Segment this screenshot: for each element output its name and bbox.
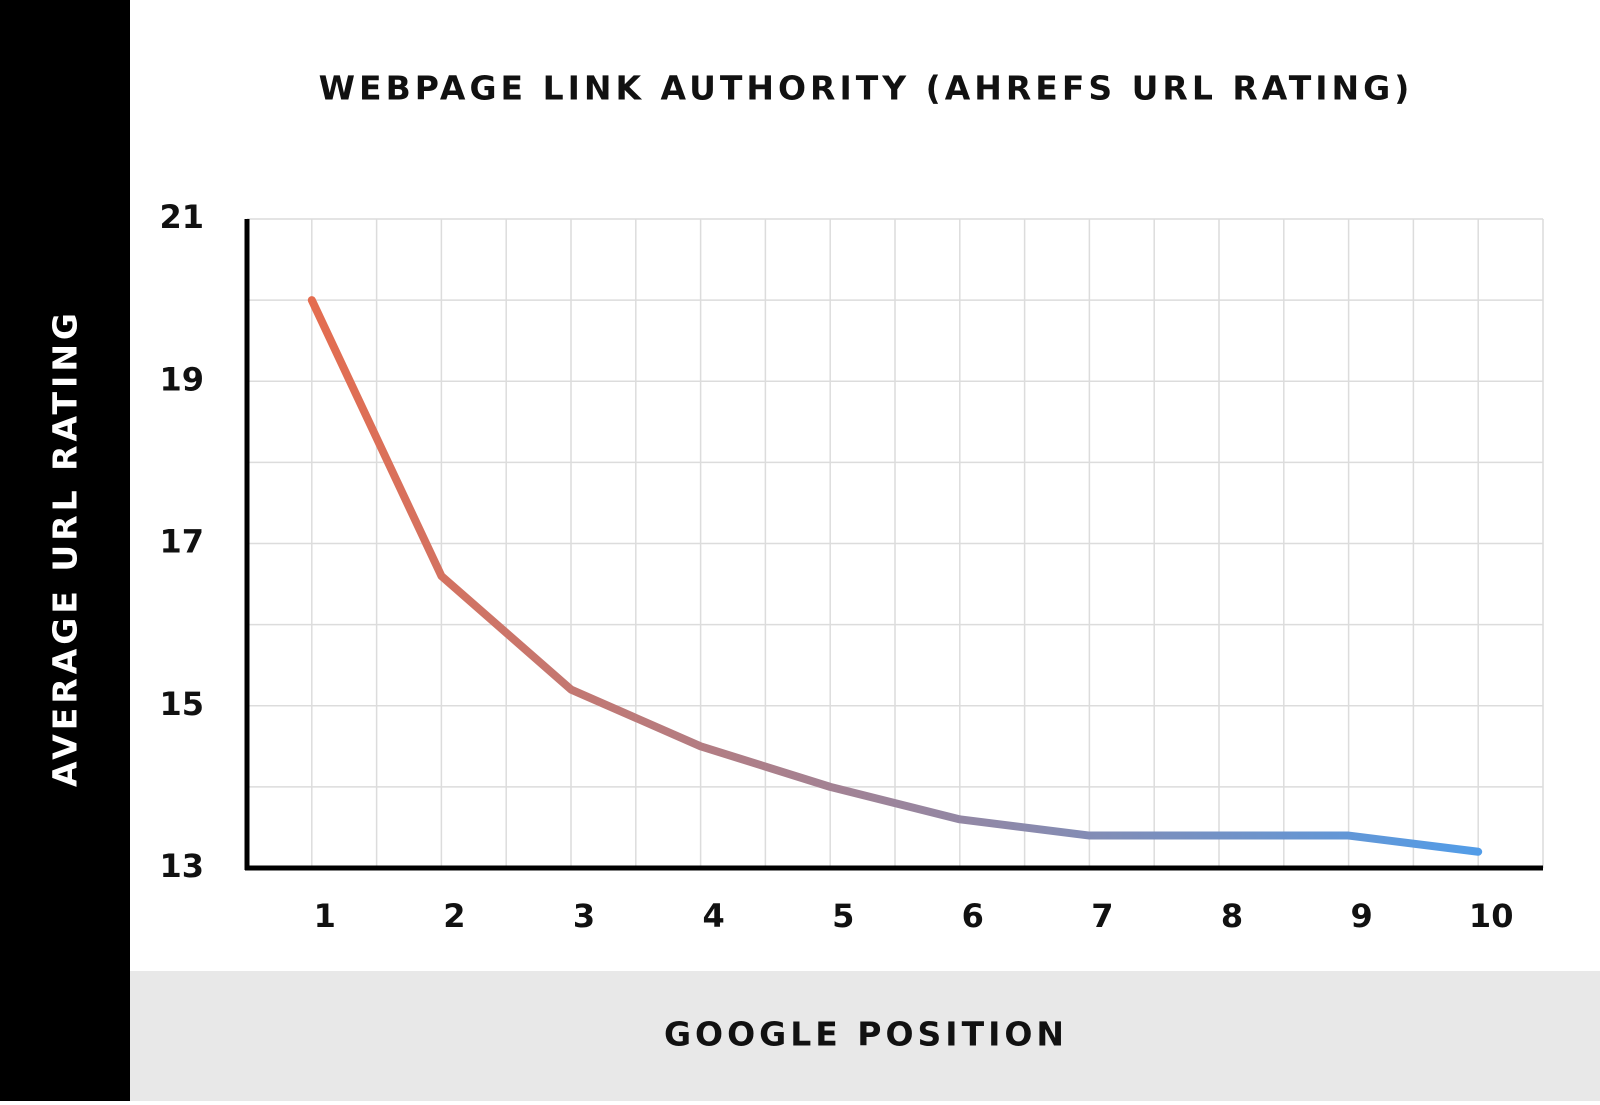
x-tick-label: 9: [1350, 897, 1372, 935]
chart-title: WEBPAGE LINK AUTHORITY (AHREFS URL RATIN…: [319, 69, 1414, 108]
y-tick-label: 13: [159, 847, 204, 885]
x-tick-label: 4: [702, 897, 724, 935]
y-axis-label: AVERAGE URL RATING: [46, 309, 85, 787]
x-tick-label: 6: [962, 897, 984, 935]
x-axis-band: [130, 971, 1600, 1101]
y-tick-label: 15: [159, 685, 204, 723]
x-tick-label: 5: [832, 897, 854, 935]
y-tick-label: 17: [159, 523, 204, 561]
y-axis-band: [0, 0, 130, 1101]
x-tick-label: 10: [1469, 897, 1514, 935]
x-tick-label: 3: [573, 897, 595, 935]
plot: [307, 296, 1483, 856]
grid: [247, 218, 1544, 869]
y-tick-label: 21: [159, 198, 204, 236]
data-line: [307, 296, 1483, 856]
x-axis-label: GOOGLE POSITION: [664, 1015, 1068, 1054]
x-tick-label: 1: [314, 897, 336, 935]
y-tick-label: 19: [159, 360, 204, 398]
x-tick-label: 2: [443, 897, 465, 935]
x-tick-label: 7: [1091, 897, 1113, 935]
x-tick-label: 8: [1221, 897, 1243, 935]
